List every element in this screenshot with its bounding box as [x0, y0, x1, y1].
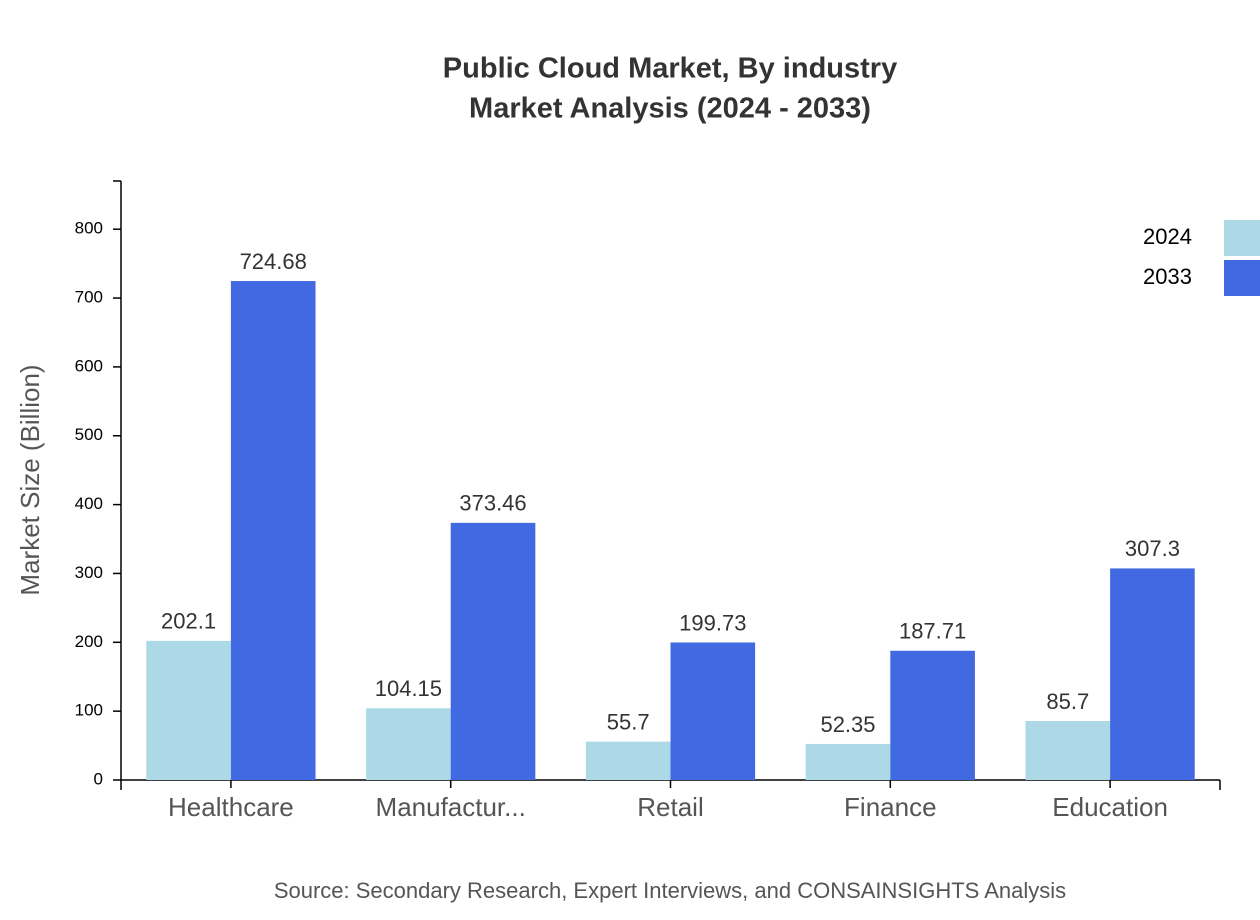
bar	[1110, 568, 1195, 780]
bar-value-label: 104.15	[375, 676, 442, 701]
bar	[146, 640, 231, 780]
y-tick-label: 800	[75, 219, 103, 238]
bar	[670, 642, 756, 780]
legend-swatch	[1224, 260, 1260, 296]
y-tick-label: 300	[75, 563, 103, 582]
bar	[1025, 720, 1111, 780]
bar	[805, 743, 891, 780]
y-tick-label: 100	[75, 701, 103, 720]
bar	[366, 708, 451, 780]
chart-subtitle: Market Analysis (2024 - 2033)	[469, 93, 871, 125]
bar-value-label: 85.7	[1046, 689, 1089, 714]
y-tick-label: 600	[75, 356, 103, 375]
bar-value-label: 55.7	[607, 709, 650, 734]
bar-value-label: 199.73	[679, 610, 746, 635]
legend-label: 2033	[1143, 264, 1192, 289]
x-tick-label: Manufactur...	[376, 792, 526, 822]
legend-label: 2024	[1143, 224, 1192, 249]
y-tick-label: 400	[75, 494, 103, 513]
bar	[890, 650, 975, 780]
legend-swatch	[1224, 220, 1260, 256]
y-tick-label: 200	[75, 632, 103, 651]
chart-title: Public Cloud Market, By industry	[443, 53, 897, 85]
y-axis-label: Market Size (Billion)	[15, 364, 45, 595]
bar-value-label: 52.35	[820, 712, 875, 737]
bar	[585, 741, 671, 780]
bar-value-label: 187.71	[899, 619, 966, 644]
bar-value-label: 373.46	[459, 491, 526, 516]
y-tick-label: 0	[94, 769, 103, 788]
bar	[450, 522, 536, 780]
bar-value-label: 724.68	[240, 249, 307, 274]
x-tick-label: Education	[1052, 792, 1168, 822]
y-tick-label: 500	[75, 425, 103, 444]
source-note: Source: Secondary Research, Expert Inter…	[274, 878, 1066, 903]
x-tick-label: Retail	[637, 792, 703, 822]
bar	[230, 281, 316, 780]
y-tick-label: 700	[75, 288, 103, 307]
bar-value-label: 307.3	[1125, 536, 1180, 561]
bar-value-label: 202.1	[161, 609, 216, 634]
x-tick-label: Healthcare	[168, 792, 294, 822]
x-tick-label: Finance	[844, 792, 937, 822]
